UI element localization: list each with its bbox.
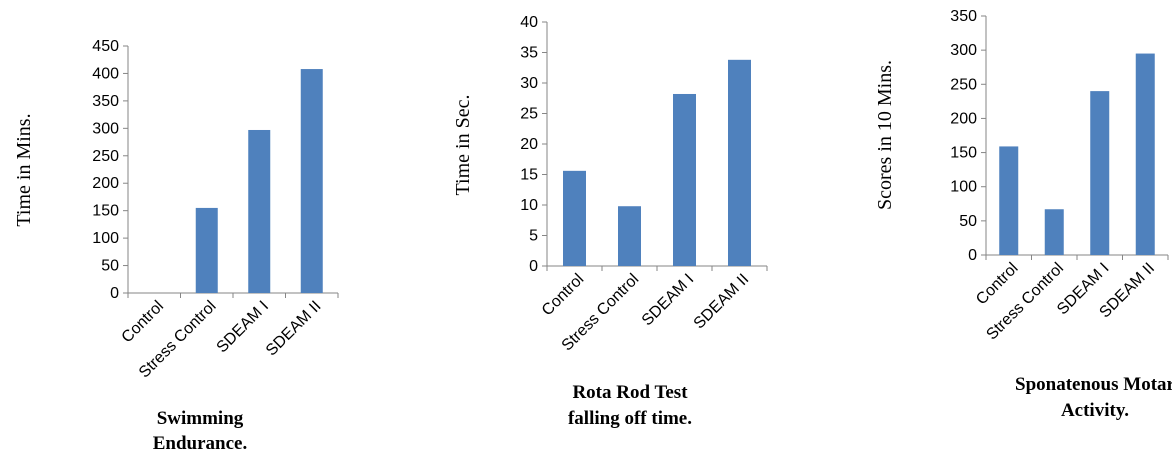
x-tick-label: SDEAM I [639, 271, 698, 330]
bar [195, 207, 218, 293]
y-tick-label: 50 [959, 213, 977, 230]
y-tick-label: 50 [101, 258, 119, 275]
bar [1135, 53, 1155, 255]
chart-caption-line: Endurance. [153, 433, 248, 454]
x-tick-label: Control [119, 298, 167, 346]
chart-caption-line: Swimming [157, 408, 244, 429]
bar [673, 93, 696, 266]
y-tick-label: 450 [92, 38, 119, 55]
y-tick-label: 150 [92, 203, 119, 220]
x-tick-label: Control [539, 271, 587, 319]
y-tick-label: 150 [950, 145, 977, 162]
y-tick-label: 300 [92, 120, 119, 137]
bar [728, 59, 751, 266]
chart-caption-line: Activity. [1061, 400, 1129, 421]
y-tick-label: 20 [520, 136, 538, 153]
y-tick-label: 30 [520, 75, 538, 92]
y-tick-label: 350 [950, 8, 977, 25]
chart-swimming-endurance: 050100150200250300350400450ControlStress… [13, 38, 339, 454]
y-tick-label: 0 [968, 247, 977, 264]
y-tick-label: 15 [520, 167, 538, 184]
bar [1044, 209, 1064, 255]
y-axis-title: Time in Mins. [13, 113, 35, 226]
y-axis-title: Time in Sec. [452, 95, 474, 196]
y-tick-label: 25 [520, 106, 538, 123]
y-tick-label: 35 [520, 45, 538, 62]
y-axis-title: Scores in 10 Mins. [874, 60, 896, 210]
y-tick-label: 10 [520, 197, 538, 214]
bar [999, 146, 1019, 255]
bar [248, 129, 271, 293]
chart-caption-line: Sponatenous Motar [1015, 374, 1172, 395]
y-tick-label: 400 [92, 65, 119, 82]
bar [618, 206, 641, 266]
y-tick-label: 100 [92, 230, 119, 247]
bar [563, 170, 586, 266]
y-tick-label: 200 [950, 110, 977, 127]
y-tick-label: 250 [950, 76, 977, 93]
bar [300, 69, 323, 293]
y-tick-label: 5 [529, 228, 538, 245]
chart-caption-line: falling off time. [568, 408, 692, 429]
y-tick-label: 0 [110, 285, 119, 302]
y-tick-label: 100 [950, 179, 977, 196]
y-tick-label: 40 [520, 14, 538, 31]
y-tick-label: 200 [92, 175, 119, 192]
y-tick-label: 300 [950, 42, 977, 59]
x-tick-label: SDEAM II [263, 298, 325, 360]
y-tick-label: 0 [529, 258, 538, 275]
bar [1090, 91, 1110, 255]
y-tick-label: 250 [92, 148, 119, 165]
x-tick-label: SDEAM II [691, 271, 753, 333]
chart-caption-line: Rota Rod Test [572, 382, 688, 403]
y-tick-label: 350 [92, 93, 119, 110]
